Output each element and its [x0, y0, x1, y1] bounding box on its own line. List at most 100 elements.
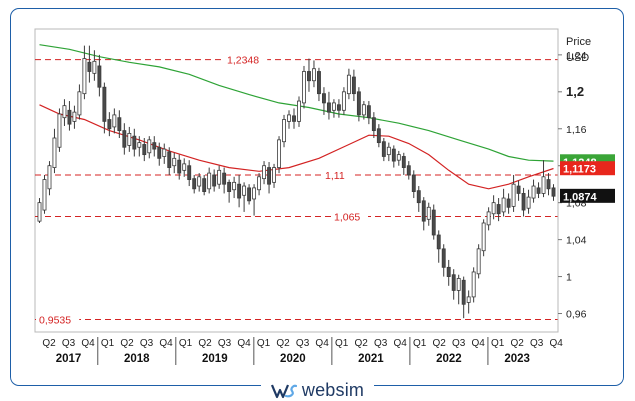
x-quarter-label: Q4: [81, 338, 95, 349]
candle-body: [351, 76, 356, 95]
x-quarter-label: Q4: [393, 338, 407, 349]
candle-body: [272, 167, 276, 183]
x-quarter-label: Q2: [42, 338, 56, 349]
candle-body: [167, 151, 172, 168]
candle-body: [521, 193, 526, 211]
x-quarter-label: Q2: [198, 338, 212, 349]
plot-area: [34, 28, 559, 333]
candle-body: [132, 135, 137, 150]
candle-body: [346, 74, 351, 95]
x-quarter-label: Q1: [413, 338, 427, 349]
candle-body: [42, 179, 47, 211]
x-quarter-label: Q3: [140, 338, 154, 349]
x-quarter-label: Q3: [452, 338, 466, 349]
candle-body: [371, 117, 376, 132]
candle-body: [137, 142, 142, 148]
candle-body: [436, 234, 441, 250]
footer: websim: [0, 376, 635, 401]
x-quarter-label: Q3: [62, 338, 76, 349]
reference-line-label-bg: [36, 313, 80, 326]
candle-body: [551, 187, 556, 197]
x-quarter-label: Q2: [354, 338, 368, 349]
candle-body: [396, 154, 401, 161]
x-quarter-label: Q4: [315, 338, 329, 349]
candle-body: [122, 130, 127, 148]
candle-body: [197, 176, 202, 187]
x-quarter-label: Q2: [511, 338, 525, 349]
x-year-label: 2019: [202, 353, 228, 365]
candle-body: [476, 248, 481, 275]
candle-body: [317, 71, 321, 95]
candle-body: [172, 157, 177, 167]
candle-body: [312, 68, 316, 82]
candle-body: [411, 174, 416, 192]
chart-frame: 1,2348 1,11 1,065 0,9535 Price USD 1,24 1,2 1,1…: [10, 8, 624, 386]
reference-line-label: 1,11: [325, 170, 345, 182]
price-badge-label: 1,1173: [563, 164, 596, 176]
candle-body: [536, 187, 541, 194]
reference-line-label: 1,065: [334, 212, 360, 224]
x-quarter-label: Q1: [491, 338, 505, 349]
candle-body: [326, 102, 331, 113]
websim-logo-icon: [270, 384, 297, 398]
reference-line-label-bg: [224, 53, 268, 66]
candle-body: [237, 183, 242, 199]
candle-body: [391, 148, 396, 162]
x-quarter-label: Q2: [276, 338, 290, 349]
candle-body: [451, 274, 456, 291]
price-badge: [560, 188, 615, 203]
candle-body: [187, 165, 192, 180]
x-quarter-label: Q2: [432, 338, 446, 349]
x-quarter-label: Q3: [530, 338, 544, 349]
candle-body: [496, 204, 501, 215]
candle-body: [466, 296, 471, 303]
candle-body: [307, 71, 311, 82]
candle-body: [257, 176, 262, 191]
y-tick-label: 1,04: [566, 235, 587, 247]
candle-body: [232, 181, 237, 191]
x-quarter-label: Q3: [374, 338, 388, 349]
candle-body: [461, 279, 466, 305]
candle-body: [381, 141, 386, 157]
candle-body: [501, 197, 506, 213]
y-tick-label: 1,2: [566, 84, 584, 99]
candle-body: [82, 58, 87, 95]
x-quarter-label: Q4: [159, 338, 173, 349]
x-quarter-label: Q1: [257, 338, 271, 349]
candle-body: [147, 139, 152, 154]
candle-body: [97, 65, 102, 88]
logo-text: websim: [301, 380, 365, 400]
axis-title: Price: [566, 36, 591, 48]
candle-body: [277, 139, 281, 168]
candle-body: [322, 93, 326, 104]
candle-body: [516, 185, 521, 194]
candle-body: [282, 119, 286, 143]
x-quarter-label: Q3: [218, 338, 232, 349]
candle-body: [456, 278, 461, 291]
candle-body: [302, 71, 306, 104]
y-tick-label: 1,16: [566, 124, 587, 136]
x-quarter-label: Q1: [335, 338, 349, 349]
candle-body: [541, 176, 546, 194]
candle-body: [526, 196, 531, 209]
candle-body: [297, 100, 301, 122]
candle-body: [207, 172, 212, 190]
candle-body: [546, 179, 551, 190]
candle-body: [242, 185, 247, 196]
price-badge-label: 1,0874: [563, 191, 598, 203]
x-year-label: 2021: [358, 353, 384, 365]
y-tick-label: 1: [566, 272, 572, 284]
candle-body: [67, 109, 72, 125]
y-tick-label: 1,24: [566, 50, 587, 62]
candle-body: [531, 185, 536, 199]
candle-body: [112, 114, 117, 128]
candle-body: [386, 146, 391, 156]
candle-body: [506, 198, 511, 208]
reference-line-label: 0,9535: [39, 315, 71, 327]
candle-body: [431, 209, 436, 236]
candle-body: [37, 202, 42, 222]
x-quarter-label: Q2: [120, 338, 134, 349]
candle-body: [102, 86, 107, 122]
candle-body: [481, 222, 486, 252]
